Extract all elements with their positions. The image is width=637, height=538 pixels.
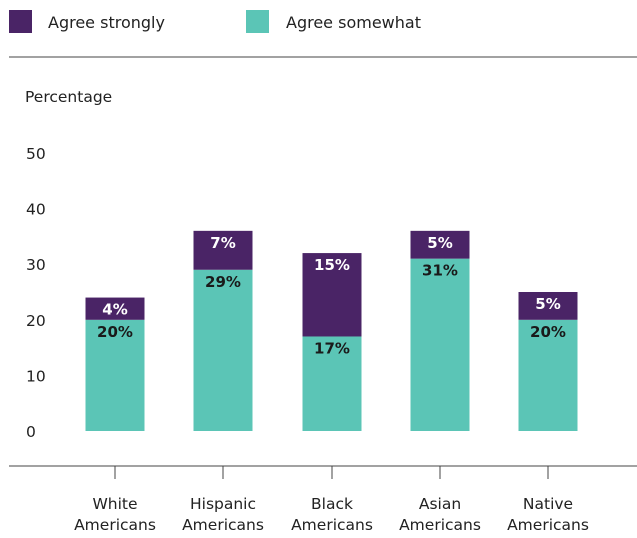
- bars: 20% 4% 29% 7% 17% 15% 31% 5% 20% 5%: [85, 230, 578, 431]
- bar-segment-agree-strongly: [518, 292, 578, 320]
- x-category-label: Black Americans: [291, 495, 373, 534]
- data-label-agree-strongly: 15%: [314, 256, 350, 274]
- bar-segment-agree-strongly: [193, 230, 253, 270]
- data-label-agree-strongly: 5%: [427, 234, 452, 252]
- x-category-label: Hispanic Americans: [182, 495, 264, 534]
- x-category-label: White Americans: [74, 495, 156, 534]
- y-tick-label: 40: [26, 201, 46, 219]
- legend-label-agree-strongly: Agree strongly: [48, 13, 165, 32]
- legend-swatch-agree-strongly: [9, 10, 32, 33]
- legend-swatch-agree-somewhat: [246, 10, 269, 33]
- y-axis-ticks: 0 10 20 30 40 50: [26, 145, 46, 441]
- data-label-agree-strongly: 4%: [102, 301, 127, 319]
- bar-segment-agree-strongly: [85, 297, 145, 320]
- x-category-label: Asian Americans: [399, 495, 481, 534]
- y-tick-label: 20: [26, 312, 46, 330]
- bar-segment-agree-strongly: [302, 253, 362, 337]
- bar-segment-agree-strongly: [410, 230, 470, 259]
- y-tick-label: 0: [26, 423, 36, 441]
- bar-segment-agree-somewhat: [302, 336, 362, 431]
- x-axis-categories: White Americans Hispanic Americans Black Amer…: [74, 466, 589, 534]
- y-tick-label: 50: [26, 145, 46, 163]
- x-category-label: Native Americans: [507, 495, 589, 534]
- bar-segment-agree-somewhat: [193, 269, 253, 431]
- data-label-agree-somewhat: 29%: [205, 273, 241, 291]
- data-label-agree-strongly: 5%: [535, 295, 560, 313]
- y-axis-title: Percentage: [25, 88, 112, 106]
- data-label-agree-strongly: 7%: [210, 234, 235, 252]
- bar-segment-agree-somewhat: [518, 319, 578, 431]
- data-label-agree-somewhat: 20%: [530, 323, 566, 341]
- y-tick-label: 10: [26, 367, 46, 385]
- bar-segment-agree-somewhat: [85, 319, 145, 431]
- data-label-agree-somewhat: 20%: [97, 323, 133, 341]
- y-tick-label: 30: [26, 256, 46, 274]
- data-label-agree-somewhat: 17%: [314, 339, 350, 357]
- data-label-agree-somewhat: 31%: [422, 262, 458, 280]
- legend-label-agree-somewhat: Agree somewhat: [286, 13, 421, 32]
- legend: Agree strongly Agree somewhat: [9, 10, 421, 33]
- bar-segment-agree-somewhat: [410, 258, 470, 431]
